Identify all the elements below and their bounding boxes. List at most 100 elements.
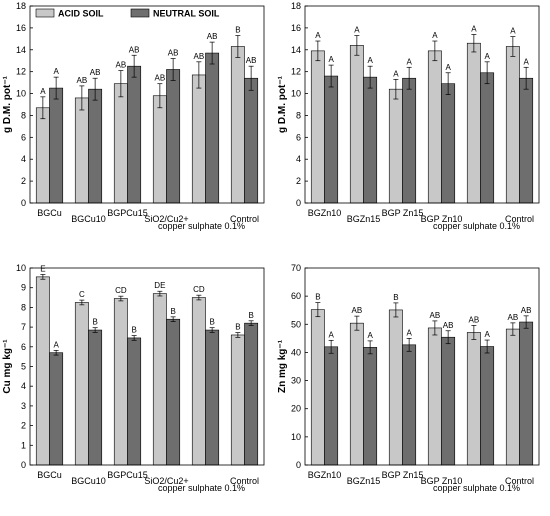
significance-letter: A xyxy=(484,330,490,339)
bar-neutral-5 xyxy=(206,330,219,465)
y-tick-label: 10 xyxy=(291,432,301,442)
significance-letter: A xyxy=(523,57,529,66)
y-axis-label: Zn mg kg⁻¹ xyxy=(277,339,288,393)
bar-neutral-2 xyxy=(364,347,377,465)
x-category-label: BGCu xyxy=(37,470,62,480)
bar-acid-5 xyxy=(467,43,480,203)
y-tick-label: 6 xyxy=(296,132,301,142)
chart-panel-4: BABBABAB ABA A AABAAB010203040506070Zn mg k… xyxy=(277,263,539,493)
bar-acid-4 xyxy=(153,294,166,465)
bar-neutral-4 xyxy=(442,84,455,203)
y-tick-label: 18 xyxy=(16,1,26,11)
significance-letter: A xyxy=(406,57,412,66)
significance-letter: B xyxy=(170,307,175,316)
bar-neutral-1 xyxy=(325,76,338,203)
y-tick-label: 6 xyxy=(21,132,26,142)
y-tick-label: 30 xyxy=(291,376,301,386)
y-tick-label: 2 xyxy=(21,421,26,431)
y-tick-label: 18 xyxy=(291,1,301,11)
significance-letter: B xyxy=(235,323,240,332)
y-tick-label: 5 xyxy=(21,362,26,372)
bar-neutral-1 xyxy=(325,347,338,465)
significance-letter: AB xyxy=(155,74,166,83)
x-category-label: BGPCu15 xyxy=(107,208,148,218)
significance-letter: DE xyxy=(154,281,165,290)
bar-neutral-5 xyxy=(206,53,219,203)
y-tick-label: 14 xyxy=(16,45,26,55)
x-category-label: Control xyxy=(230,476,259,486)
bar-neutral-3 xyxy=(128,338,141,465)
y-tick-label: 7 xyxy=(21,322,26,332)
bar-neutral-1 xyxy=(50,88,63,203)
x-category-label: Control xyxy=(230,214,259,224)
y-tick-label: 4 xyxy=(296,154,301,164)
y-tick-label: 8 xyxy=(296,110,301,120)
y-axis-label: g D.M. pot⁻¹ xyxy=(2,75,13,133)
y-tick-label: 16 xyxy=(16,23,26,33)
significance-letter: A xyxy=(393,69,399,78)
significance-letter: AB xyxy=(443,321,454,330)
bar-acid-4 xyxy=(153,96,166,203)
significance-letter: AB xyxy=(116,61,127,70)
x-category-label: BGPCu15 xyxy=(107,470,148,480)
bar-neutral-5 xyxy=(481,347,494,465)
significance-letter: A xyxy=(445,63,451,72)
bar-neutral-4 xyxy=(167,319,180,465)
y-tick-label: 1 xyxy=(21,440,26,450)
significance-letter: AB xyxy=(207,32,218,41)
bar-neutral-6 xyxy=(245,323,258,465)
bar-acid-5 xyxy=(192,75,205,203)
y-axis-label: g D.M. pot⁻¹ xyxy=(277,75,288,133)
bar-neutral-6 xyxy=(520,322,533,465)
bar-acid-4 xyxy=(428,328,441,465)
significance-letter: B xyxy=(131,326,136,335)
bar-acid-2 xyxy=(350,323,363,465)
bar-acid-4 xyxy=(428,51,441,203)
x-category-label: BGCu xyxy=(37,208,62,218)
bar-neutral-3 xyxy=(403,345,416,465)
x-category-label: BGP Zn15 xyxy=(382,208,424,218)
significance-letter: A xyxy=(328,330,334,339)
bar-neutral-4 xyxy=(442,337,455,465)
x-category-label: BGCu10 xyxy=(71,214,106,224)
y-tick-label: 8 xyxy=(21,110,26,120)
significance-letter: AB xyxy=(168,49,179,58)
bar-neutral-3 xyxy=(403,78,416,203)
bar-neutral-4 xyxy=(167,69,180,203)
x-category-label: Control xyxy=(505,476,534,486)
bar-neutral-6 xyxy=(520,78,533,203)
y-tick-label: 10 xyxy=(16,89,26,99)
bar-acid-3 xyxy=(114,84,127,203)
x-category-label: BGP Zn15 xyxy=(382,470,424,480)
significance-letter: B xyxy=(235,26,240,35)
y-tick-label: 50 xyxy=(291,319,301,329)
y-axis-label: Cu mg kg⁻¹ xyxy=(2,339,13,394)
bar-neutral-1 xyxy=(50,353,63,465)
y-tick-label: 4 xyxy=(21,381,26,391)
significance-letter: A xyxy=(484,52,490,61)
y-tick-label: 12 xyxy=(16,67,26,77)
bar-acid-6 xyxy=(506,46,519,203)
significance-letter: AB xyxy=(246,56,257,65)
y-tick-label: 20 xyxy=(291,404,301,414)
significance-letter: AB xyxy=(90,68,101,77)
y-tick-label: 10 xyxy=(16,263,26,273)
plot-frame xyxy=(30,6,264,203)
bar-neutral-6 xyxy=(245,78,258,203)
significance-letter: C xyxy=(79,290,85,299)
significance-letter: A xyxy=(406,328,412,337)
y-tick-label: 2 xyxy=(21,176,26,186)
significance-letter: AB xyxy=(77,76,88,85)
y-tick-label: 10 xyxy=(291,89,301,99)
plot-frame xyxy=(305,6,539,203)
bar-neutral-2 xyxy=(89,89,102,203)
significance-letter: AB xyxy=(129,45,140,54)
y-tick-label: 40 xyxy=(291,347,301,357)
bar-neutral-2 xyxy=(89,330,102,465)
y-tick-label: 70 xyxy=(291,263,301,273)
x-category-label: BGZn15 xyxy=(347,476,381,486)
significance-letter: A xyxy=(53,340,59,349)
